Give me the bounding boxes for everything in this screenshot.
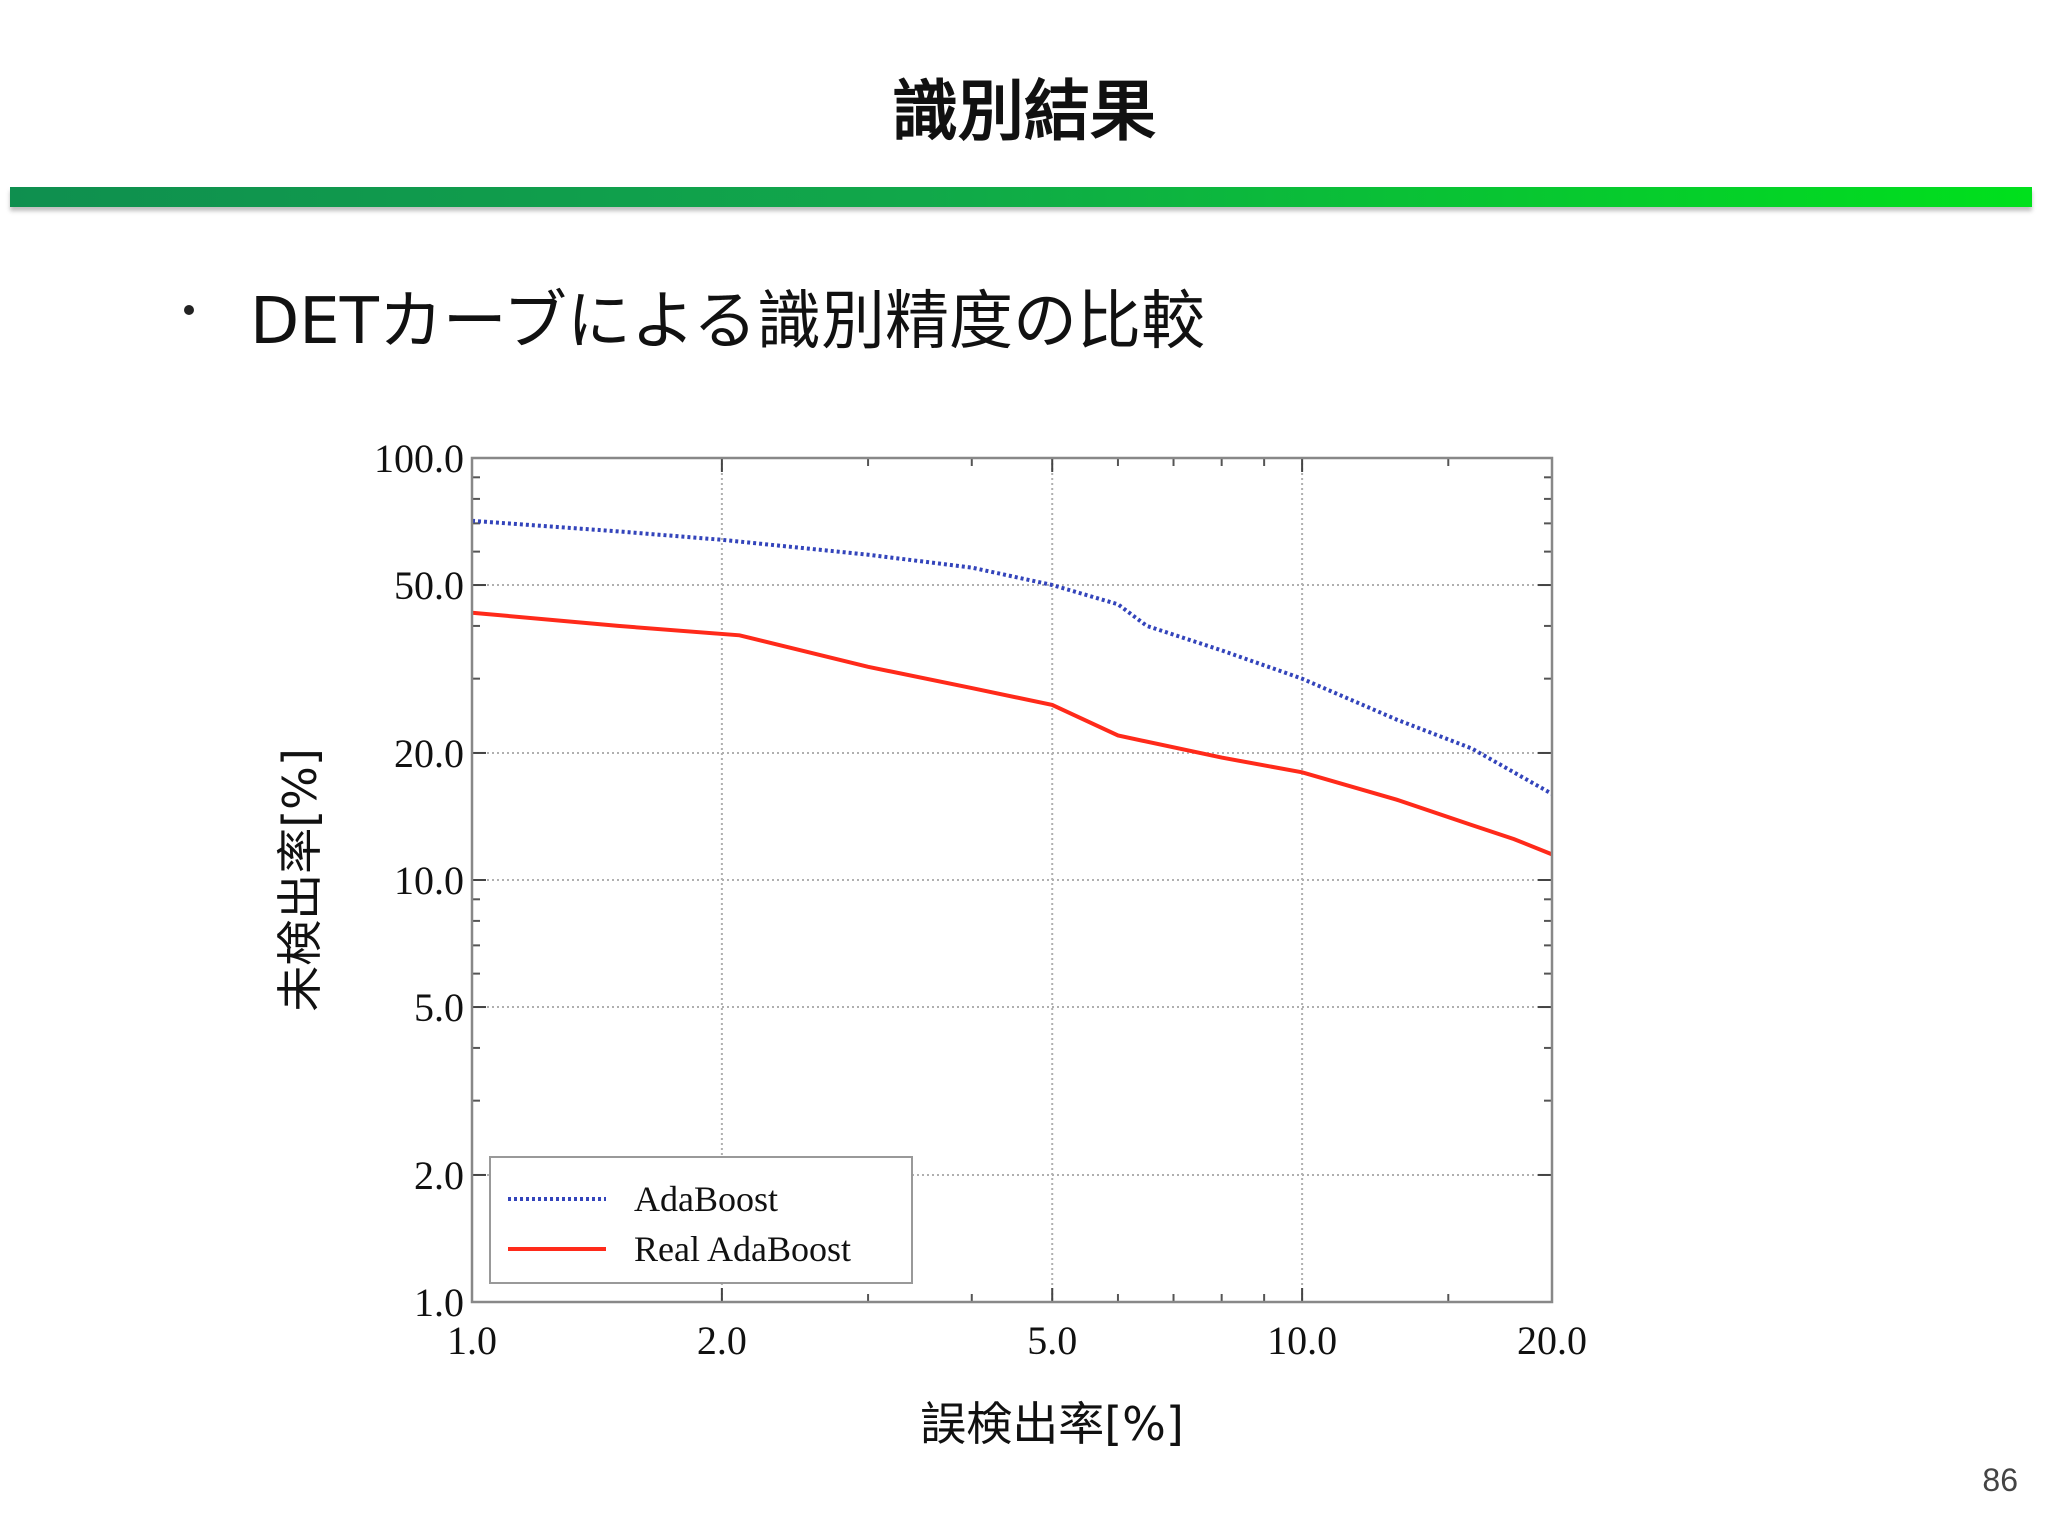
plot-frame <box>470 456 1554 1304</box>
title-underline-bar <box>10 187 2032 207</box>
y-tick-label: 2.0 <box>414 1153 464 1198</box>
y-tick-label: 10.0 <box>394 858 464 903</box>
y-tick-label: 100.0 <box>374 436 464 481</box>
series-adaboost-line <box>471 518 1553 796</box>
x-tick-label: 1.0 <box>447 1318 497 1363</box>
series-real-adaboost-line <box>471 610 1553 857</box>
bullet-dot <box>184 305 194 315</box>
y-tick-label: 20.0 <box>394 731 464 776</box>
x-axis-title: 誤検出率[%] <box>920 1397 1184 1451</box>
y-axis-title: 未検出率[%] <box>273 748 327 1012</box>
legend-box <box>489 1156 913 1284</box>
bullet-text: DETカーブによる識別精度の比較 <box>250 285 1206 359</box>
slide-title: 識別結果 <box>892 73 1156 150</box>
page-number: 86 <box>1982 1462 2018 1498</box>
legend-label: Real AdaBoost <box>634 1229 851 1269</box>
x-tick-label: 20.0 <box>1517 1318 1587 1363</box>
x-tick-label: 5.0 <box>1027 1318 1077 1363</box>
y-tick-label: 1.0 <box>414 1280 464 1325</box>
x-tick-label: 10.0 <box>1267 1318 1337 1363</box>
y-tick-label: 50.0 <box>394 563 464 608</box>
x-tick-label: 2.0 <box>697 1318 747 1363</box>
legend-label: AdaBoost <box>634 1179 778 1219</box>
y-tick-label: 5.0 <box>414 985 464 1030</box>
